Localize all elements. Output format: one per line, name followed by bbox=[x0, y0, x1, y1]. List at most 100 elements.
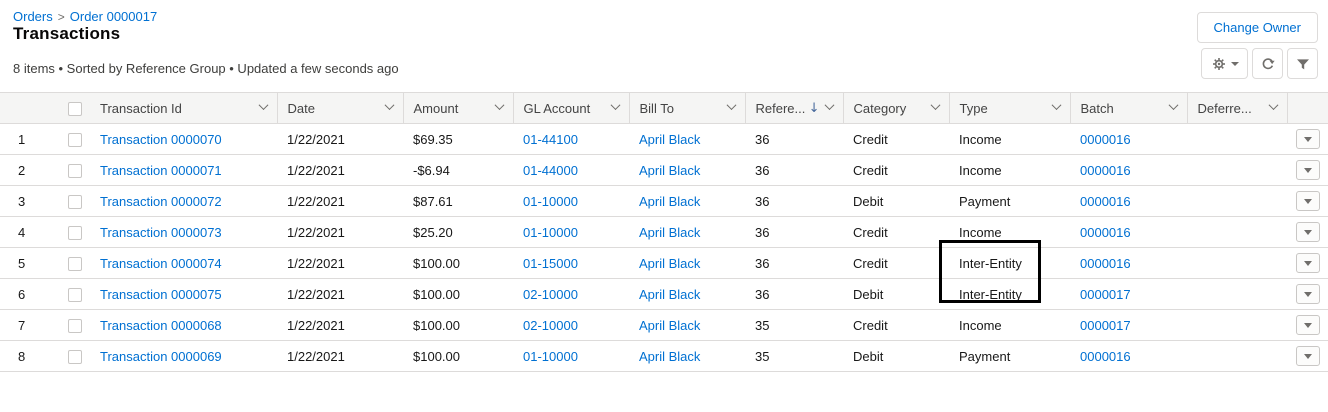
row-actions-button[interactable] bbox=[1295, 253, 1320, 273]
transactions-table: Transaction Id Date Amount GL Account Bi… bbox=[0, 92, 1328, 372]
breadcrumb-orders-link[interactable]: Orders bbox=[13, 9, 53, 24]
batch-cell: 0000016 bbox=[1070, 123, 1187, 155]
batch-link[interactable]: 0000016 bbox=[1080, 348, 1131, 364]
gl-account-link[interactable]: 01-10000 bbox=[523, 224, 578, 240]
bill-to-link[interactable]: April Black bbox=[639, 348, 701, 364]
chevron-down-icon bbox=[384, 100, 394, 111]
row-actions-button[interactable] bbox=[1295, 284, 1320, 304]
transaction-link[interactable]: Transaction 0000072 bbox=[100, 193, 222, 209]
column-header-transaction-id[interactable]: Transaction Id bbox=[90, 92, 277, 124]
change-owner-button[interactable]: Change Owner bbox=[1196, 12, 1318, 43]
date-cell: 1/22/2021 bbox=[277, 123, 403, 155]
bill-to-link[interactable]: April Black bbox=[639, 286, 701, 302]
type-cell: Inter-Entity bbox=[949, 278, 1070, 310]
amount-cell: $87.61 bbox=[403, 185, 513, 217]
row-checkbox[interactable] bbox=[68, 256, 82, 271]
bill-to-link[interactable]: April Black bbox=[639, 162, 701, 178]
batch-link[interactable]: 0000016 bbox=[1080, 255, 1131, 271]
select-all-checkbox[interactable] bbox=[68, 101, 82, 116]
row-actions-button[interactable] bbox=[1295, 315, 1320, 335]
gl-account-link[interactable]: 01-44000 bbox=[523, 162, 578, 178]
deferred-cell bbox=[1187, 216, 1287, 248]
reference-cell: 36 bbox=[745, 278, 843, 310]
batch-cell: 0000017 bbox=[1070, 278, 1187, 310]
row-checkbox[interactable] bbox=[68, 225, 82, 240]
gl-account-link[interactable]: 02-10000 bbox=[523, 317, 578, 333]
deferred-cell bbox=[1187, 340, 1287, 372]
table-row: 2 Transaction 0000071 1/22/2021 -$6.94 0… bbox=[0, 154, 1328, 186]
gl-account-link[interactable]: 01-15000 bbox=[523, 255, 578, 271]
batch-link[interactable]: 0000017 bbox=[1080, 286, 1131, 302]
batch-link[interactable]: 0000016 bbox=[1080, 224, 1131, 240]
batch-link[interactable]: 0000016 bbox=[1080, 162, 1131, 178]
row-actions-cell bbox=[1287, 185, 1328, 217]
column-header-batch[interactable]: Batch bbox=[1069, 92, 1187, 124]
gl-account-link[interactable]: 01-10000 bbox=[523, 193, 578, 209]
bill-to-link[interactable]: April Black bbox=[639, 224, 701, 240]
transaction-link[interactable]: Transaction 0000074 bbox=[100, 255, 222, 271]
batch-cell: 0000016 bbox=[1070, 154, 1187, 186]
chevron-down-icon bbox=[1303, 322, 1312, 328]
chevron-down-icon bbox=[610, 100, 620, 111]
bill-to-cell: April Black bbox=[629, 216, 745, 248]
column-header-bill-to[interactable]: Bill To bbox=[628, 92, 745, 124]
chevron-down-icon bbox=[1303, 136, 1312, 142]
date-cell: 1/22/2021 bbox=[277, 278, 403, 310]
row-actions-cell bbox=[1287, 247, 1328, 279]
column-header-amount[interactable]: Amount bbox=[402, 92, 513, 124]
batch-link[interactable]: 0000017 bbox=[1080, 317, 1131, 333]
row-actions-button[interactable] bbox=[1295, 160, 1320, 180]
row-actions-button[interactable] bbox=[1295, 222, 1320, 242]
refresh-button[interactable] bbox=[1252, 48, 1283, 79]
row-actions-button[interactable] bbox=[1295, 129, 1320, 149]
gl-account-link[interactable]: 02-10000 bbox=[523, 286, 578, 302]
bill-to-link[interactable]: April Black bbox=[639, 317, 701, 333]
table-body: 1 Transaction 0000070 1/22/2021 $69.35 0… bbox=[0, 123, 1328, 372]
gl-account-cell: 01-10000 bbox=[513, 340, 629, 372]
transaction-id-cell: Transaction 0000069 bbox=[90, 340, 277, 372]
gl-account-link[interactable]: 01-10000 bbox=[523, 348, 578, 364]
row-number: 1 bbox=[0, 123, 60, 155]
bill-to-link[interactable]: April Black bbox=[639, 255, 701, 271]
bill-to-link[interactable]: April Black bbox=[639, 193, 701, 209]
column-header-reference[interactable]: Refere... ↓ bbox=[744, 92, 843, 124]
transaction-link[interactable]: Transaction 0000071 bbox=[100, 162, 222, 178]
row-checkbox-cell bbox=[60, 216, 90, 248]
batch-link[interactable]: 0000016 bbox=[1080, 131, 1131, 147]
category-cell: Debit bbox=[843, 340, 949, 372]
transaction-link[interactable]: Transaction 0000070 bbox=[100, 131, 222, 147]
reference-cell: 36 bbox=[745, 123, 843, 155]
row-checkbox[interactable] bbox=[68, 287, 82, 302]
breadcrumb-order-link[interactable]: Order 0000017 bbox=[69, 9, 158, 24]
column-header-gl-account[interactable]: GL Account bbox=[512, 92, 629, 124]
row-number: 4 bbox=[0, 216, 60, 248]
column-header-type[interactable]: Type bbox=[948, 92, 1070, 124]
row-checkbox-cell bbox=[60, 123, 90, 155]
row-checkbox[interactable] bbox=[68, 163, 82, 178]
row-actions-button[interactable] bbox=[1295, 346, 1320, 366]
category-cell: Debit bbox=[843, 278, 949, 310]
column-header-date[interactable]: Date bbox=[276, 92, 403, 124]
list-settings-button[interactable] bbox=[1201, 48, 1248, 79]
row-checkbox[interactable] bbox=[68, 349, 82, 364]
batch-link[interactable]: 0000016 bbox=[1080, 193, 1131, 209]
row-actions-button[interactable] bbox=[1295, 191, 1320, 211]
chevron-down-icon bbox=[1303, 167, 1312, 173]
bill-to-link[interactable]: April Black bbox=[639, 131, 701, 147]
gl-account-link[interactable]: 01-44100 bbox=[523, 131, 578, 147]
row-number: 5 bbox=[0, 247, 60, 279]
transaction-link[interactable]: Transaction 0000075 bbox=[100, 286, 222, 302]
deferred-cell bbox=[1187, 185, 1287, 217]
transaction-link[interactable]: Transaction 0000069 bbox=[100, 348, 222, 364]
column-header-category[interactable]: Category bbox=[842, 92, 949, 124]
date-cell: 1/22/2021 bbox=[277, 340, 403, 372]
filter-button[interactable] bbox=[1287, 48, 1318, 79]
row-checkbox-cell bbox=[60, 278, 90, 310]
row-checkbox[interactable] bbox=[68, 132, 82, 147]
row-checkbox[interactable] bbox=[68, 194, 82, 209]
column-header-deferred[interactable]: Deferre... bbox=[1186, 92, 1287, 124]
filter-icon bbox=[1295, 56, 1311, 72]
transaction-link[interactable]: Transaction 0000073 bbox=[100, 224, 222, 240]
row-checkbox[interactable] bbox=[68, 318, 82, 333]
transaction-link[interactable]: Transaction 0000068 bbox=[100, 317, 222, 333]
